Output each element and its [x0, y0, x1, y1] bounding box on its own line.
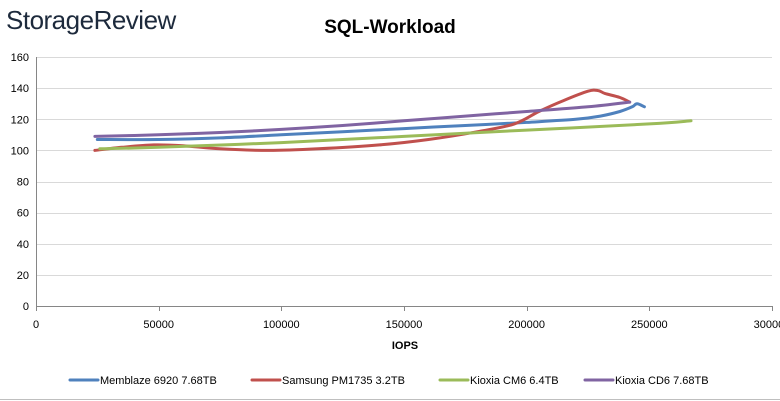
x-tick-label: 0	[33, 319, 39, 331]
x-tick-label: 300000	[754, 319, 780, 331]
y-tick-label: 80	[17, 177, 29, 189]
legend: Memblaze 6920 7.68TB Samsung PM1735 3.2TB…	[68, 375, 709, 387]
y-tick-label: 0	[23, 301, 29, 313]
x-tick-label: 200000	[508, 319, 545, 331]
legend-label-2: Samsung PM1735 3.2TB	[282, 375, 405, 387]
y-tick-labels: 0 20 40 60 80 100 120 140 160	[11, 52, 29, 313]
legend-label-4: Kioxia CD6 7.68TB	[615, 375, 709, 387]
brand-logo: StorageReview	[6, 5, 177, 35]
series-line-3	[98, 119, 693, 151]
x-tick-label: 250000	[631, 319, 668, 331]
legend-label-3: Kioxia CM6 6.4TB	[470, 375, 559, 387]
series-line-4	[93, 100, 632, 138]
y-tick-label: 160	[11, 52, 29, 64]
legend-label-1: Memblaze 6920 7.68TB	[100, 375, 217, 387]
x-axis-label: IOPS	[392, 340, 418, 352]
chart-title: SQL-Workload	[324, 17, 456, 38]
y-tick-label: 60	[17, 208, 29, 220]
series-lines	[93, 88, 693, 152]
y-tick-label: 100	[11, 145, 29, 157]
y-tick-label: 20	[17, 270, 29, 282]
y-tick-label: 40	[17, 239, 29, 251]
axes	[36, 57, 773, 311]
x-tick-labels: 0 50000 100000 150000 200000 250000 300000	[33, 319, 780, 331]
x-tick-label: 100000	[263, 319, 300, 331]
y-tick-label: 120	[11, 114, 29, 126]
x-tick-label: 50000	[143, 319, 174, 331]
gridlines	[36, 57, 772, 276]
series-line-1	[95, 102, 646, 142]
y-tick-label: 140	[11, 83, 29, 95]
x-tick-label: 150000	[386, 319, 423, 331]
